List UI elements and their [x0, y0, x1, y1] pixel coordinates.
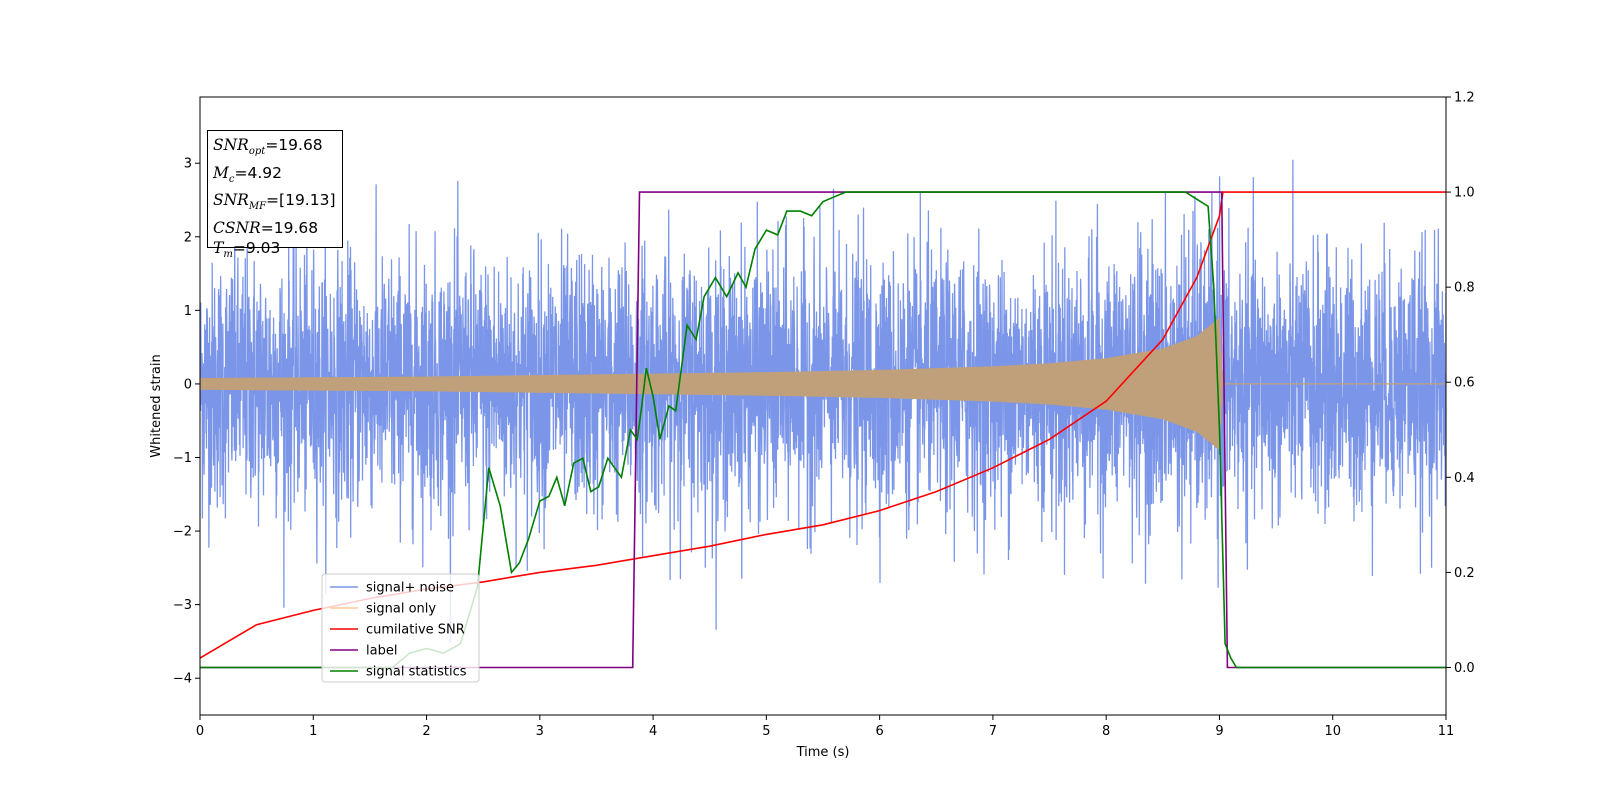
y2-tick-label: 0.6 [1454, 376, 1475, 391]
tm-value: =9.03 [232, 239, 281, 258]
x-tick-label: 3 [536, 724, 544, 739]
y-axis-label: Whitened strain [149, 354, 164, 457]
x-tick-label: 10 [1324, 724, 1341, 739]
snr-mf-value: =[19.13] [266, 191, 336, 210]
y-tick-label: −2 [173, 525, 192, 540]
legend-label: label [366, 644, 397, 659]
snr-mf-line: SNRMF=[19.13] [213, 191, 336, 213]
series-signal-only-line [200, 317, 1446, 450]
y2-tick-label: 1.0 [1454, 186, 1475, 201]
y-tick-label: 3 [184, 157, 192, 172]
x-tick-label: 9 [1215, 724, 1223, 739]
snr-opt-line: SNRopt=19.68 [213, 136, 323, 158]
legend-label: cumilative SNR [366, 623, 465, 638]
legend-label: signal statistics [366, 665, 467, 680]
x-tick-label: 0 [196, 724, 204, 739]
y2-tick-label: 0.2 [1454, 566, 1475, 581]
x-axis-label: Time (s) [796, 745, 850, 760]
plot-frame [199, 96, 1447, 716]
mc-line: Mc=4.92 [213, 163, 282, 185]
legend: signal+ noise signal only cumilative SNR la… [321, 573, 480, 683]
y2-tick-label: 1.2 [1454, 91, 1475, 106]
axes-layer: 0 1 2 3 4 5 6 7 8 9 10 113210−1−2−3−41.21.00.80.60.… [149, 91, 1475, 761]
x-tick-label: 5 [762, 724, 770, 739]
y-tick-label: −1 [173, 451, 192, 466]
y2-tick-label: 0.8 [1454, 281, 1475, 296]
y-tick-label: 2 [184, 230, 192, 245]
y-tick-label: 1 [184, 304, 192, 319]
y2-tick-label: 0.4 [1454, 471, 1475, 486]
legend-label: signal+ noise [366, 581, 454, 596]
csnr-line: CSNR=19.68 [213, 218, 319, 237]
x-tick-label: 11 [1438, 724, 1455, 739]
y2-tick-label: 0.0 [1454, 661, 1475, 676]
mc-value: =4.92 [234, 163, 282, 182]
y-tick-label: 0 [184, 377, 192, 392]
y-tick-label: −3 [173, 598, 192, 613]
x-tick-label: 2 [422, 724, 430, 739]
x-tick-label: 1 [309, 724, 317, 739]
csnr-value: =19.68 [260, 218, 319, 237]
series-signal-statistics-line [200, 191, 1446, 669]
tm-line: Tm=9.03 [213, 239, 281, 261]
x-tick-label: 6 [875, 724, 883, 739]
x-tick-label: 4 [649, 724, 657, 739]
legend-label: signal only [366, 602, 436, 617]
y-tick-label: −4 [173, 672, 192, 687]
snr-opt-value: =19.68 [265, 136, 323, 154]
x-tick-label: 8 [1102, 724, 1110, 739]
snr-info-box: SNRopt=19.68 Mc=4.92 SNRMF=[19.13] CSNR=… [207, 130, 343, 260]
legend-box [321, 573, 480, 683]
series-signal-noise-line [200, 159, 1446, 644]
x-tick-label: 7 [989, 724, 997, 739]
